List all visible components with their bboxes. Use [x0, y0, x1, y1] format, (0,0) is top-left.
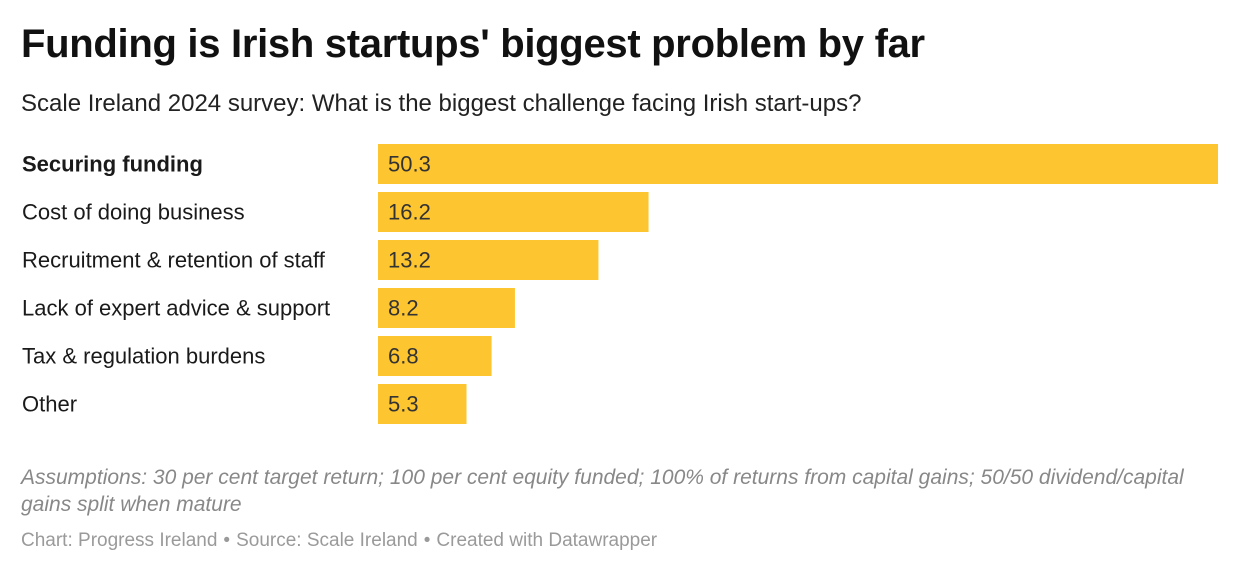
chart-title: Funding is Irish startups' biggest probl…: [21, 22, 925, 66]
chart-credit: Chart: Progress Ireland: [21, 530, 218, 551]
category-label: Securing funding: [22, 152, 203, 177]
chart-subtitle: Scale Ireland 2024 survey: What is the b…: [21, 90, 862, 117]
bars-group: Securing funding 50.3 Cost of doing busine…: [22, 144, 1218, 424]
value-label: 13.2: [388, 248, 431, 273]
category-label: Cost of doing business: [22, 200, 245, 225]
bar: [378, 288, 515, 328]
value-label: 16.2: [388, 200, 431, 225]
value-label: 6.8: [388, 344, 419, 369]
bar: [378, 144, 1218, 184]
datawrapper-credit: Created with Datawrapper: [436, 530, 658, 551]
source-credit: Source: Scale Ireland: [236, 530, 418, 551]
bar: [378, 336, 492, 376]
assumptions-note: Assumptions: 30 per cent target return; …: [21, 466, 1184, 516]
category-label: Tax & regulation burdens: [22, 344, 265, 369]
value-label: 8.2: [388, 296, 419, 321]
footer-credits: Chart: Progress Ireland • Source: Scale Ir…: [21, 530, 657, 552]
value-label: 5.3: [388, 392, 419, 417]
footer-separator: •: [223, 530, 231, 551]
footer-separator: •: [423, 530, 431, 551]
bar: [378, 240, 599, 280]
category-label: Other: [22, 392, 77, 417]
category-label: Recruitment & retention of staff: [22, 248, 326, 273]
bar: [378, 192, 649, 232]
bar: [378, 384, 467, 424]
category-label: Lack of expert advice & support: [22, 296, 330, 321]
value-label: 50.3: [388, 152, 431, 177]
